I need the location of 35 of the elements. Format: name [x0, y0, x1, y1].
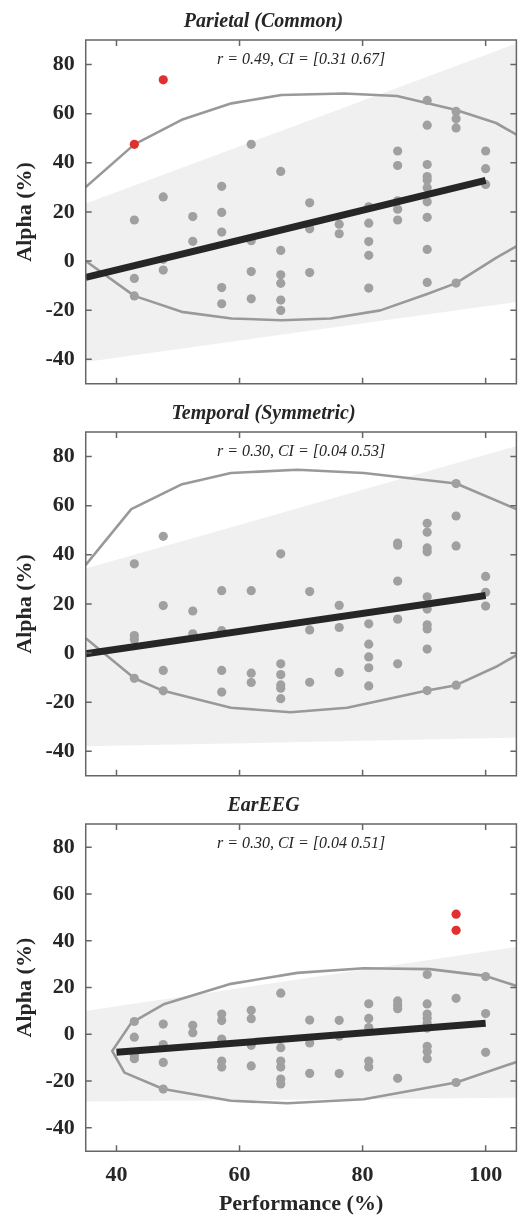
y-tick-label: -20 — [45, 687, 75, 713]
y-tick-label: 40 — [52, 926, 75, 952]
y-tick-label: -20 — [45, 295, 75, 321]
y-tick-label: 60 — [52, 491, 75, 517]
y-tick-label: 40 — [52, 148, 75, 174]
y-tick-label: -20 — [45, 1066, 75, 1092]
y-axis-title: Alpha (%) — [10, 162, 36, 262]
y-axis-title: Alpha (%) — [10, 554, 36, 654]
y-tick-label: 80 — [52, 833, 75, 859]
x-tick-label: 80 — [351, 1161, 374, 1187]
y-tick-label: 40 — [52, 540, 75, 566]
y-tick-label: 60 — [52, 879, 75, 905]
y-tick-label: 0 — [63, 246, 75, 272]
x-tick-label: 60 — [228, 1161, 251, 1187]
y-axis-title: Alpha (%) — [10, 937, 36, 1038]
y-tick-label: -40 — [45, 736, 75, 762]
annotation: r = 0.30, CI = [0.04 0.53] — [216, 442, 386, 460]
y-tick-label: -40 — [45, 1113, 75, 1139]
annotation: r = 0.30, CI = [0.04 0.51] — [216, 834, 386, 852]
y-tick-label: 60 — [52, 99, 75, 125]
y-tick-label: 20 — [52, 973, 75, 999]
y-tick-label: 20 — [52, 589, 75, 615]
x-tick-label: 40 — [105, 1161, 128, 1187]
y-tick-label: 20 — [52, 197, 75, 223]
y-tick-label: 80 — [52, 442, 75, 468]
annotation: r = 0.49, CI = [0.31 0.67] — [216, 50, 386, 68]
chart-title: Parietal (Common) — [182, 9, 344, 33]
y-tick-label: 0 — [63, 1020, 75, 1046]
y-tick-label: 80 — [52, 50, 75, 76]
chart-title: EarEEG — [226, 793, 301, 816]
y-tick-label: -40 — [45, 344, 75, 370]
chart-title: Temporal (Symmetric) — [171, 401, 356, 425]
x-tick-label: 100 — [469, 1161, 503, 1187]
x-axis-title: Performance (%) — [218, 1190, 384, 1216]
y-tick-label: 0 — [63, 638, 75, 664]
